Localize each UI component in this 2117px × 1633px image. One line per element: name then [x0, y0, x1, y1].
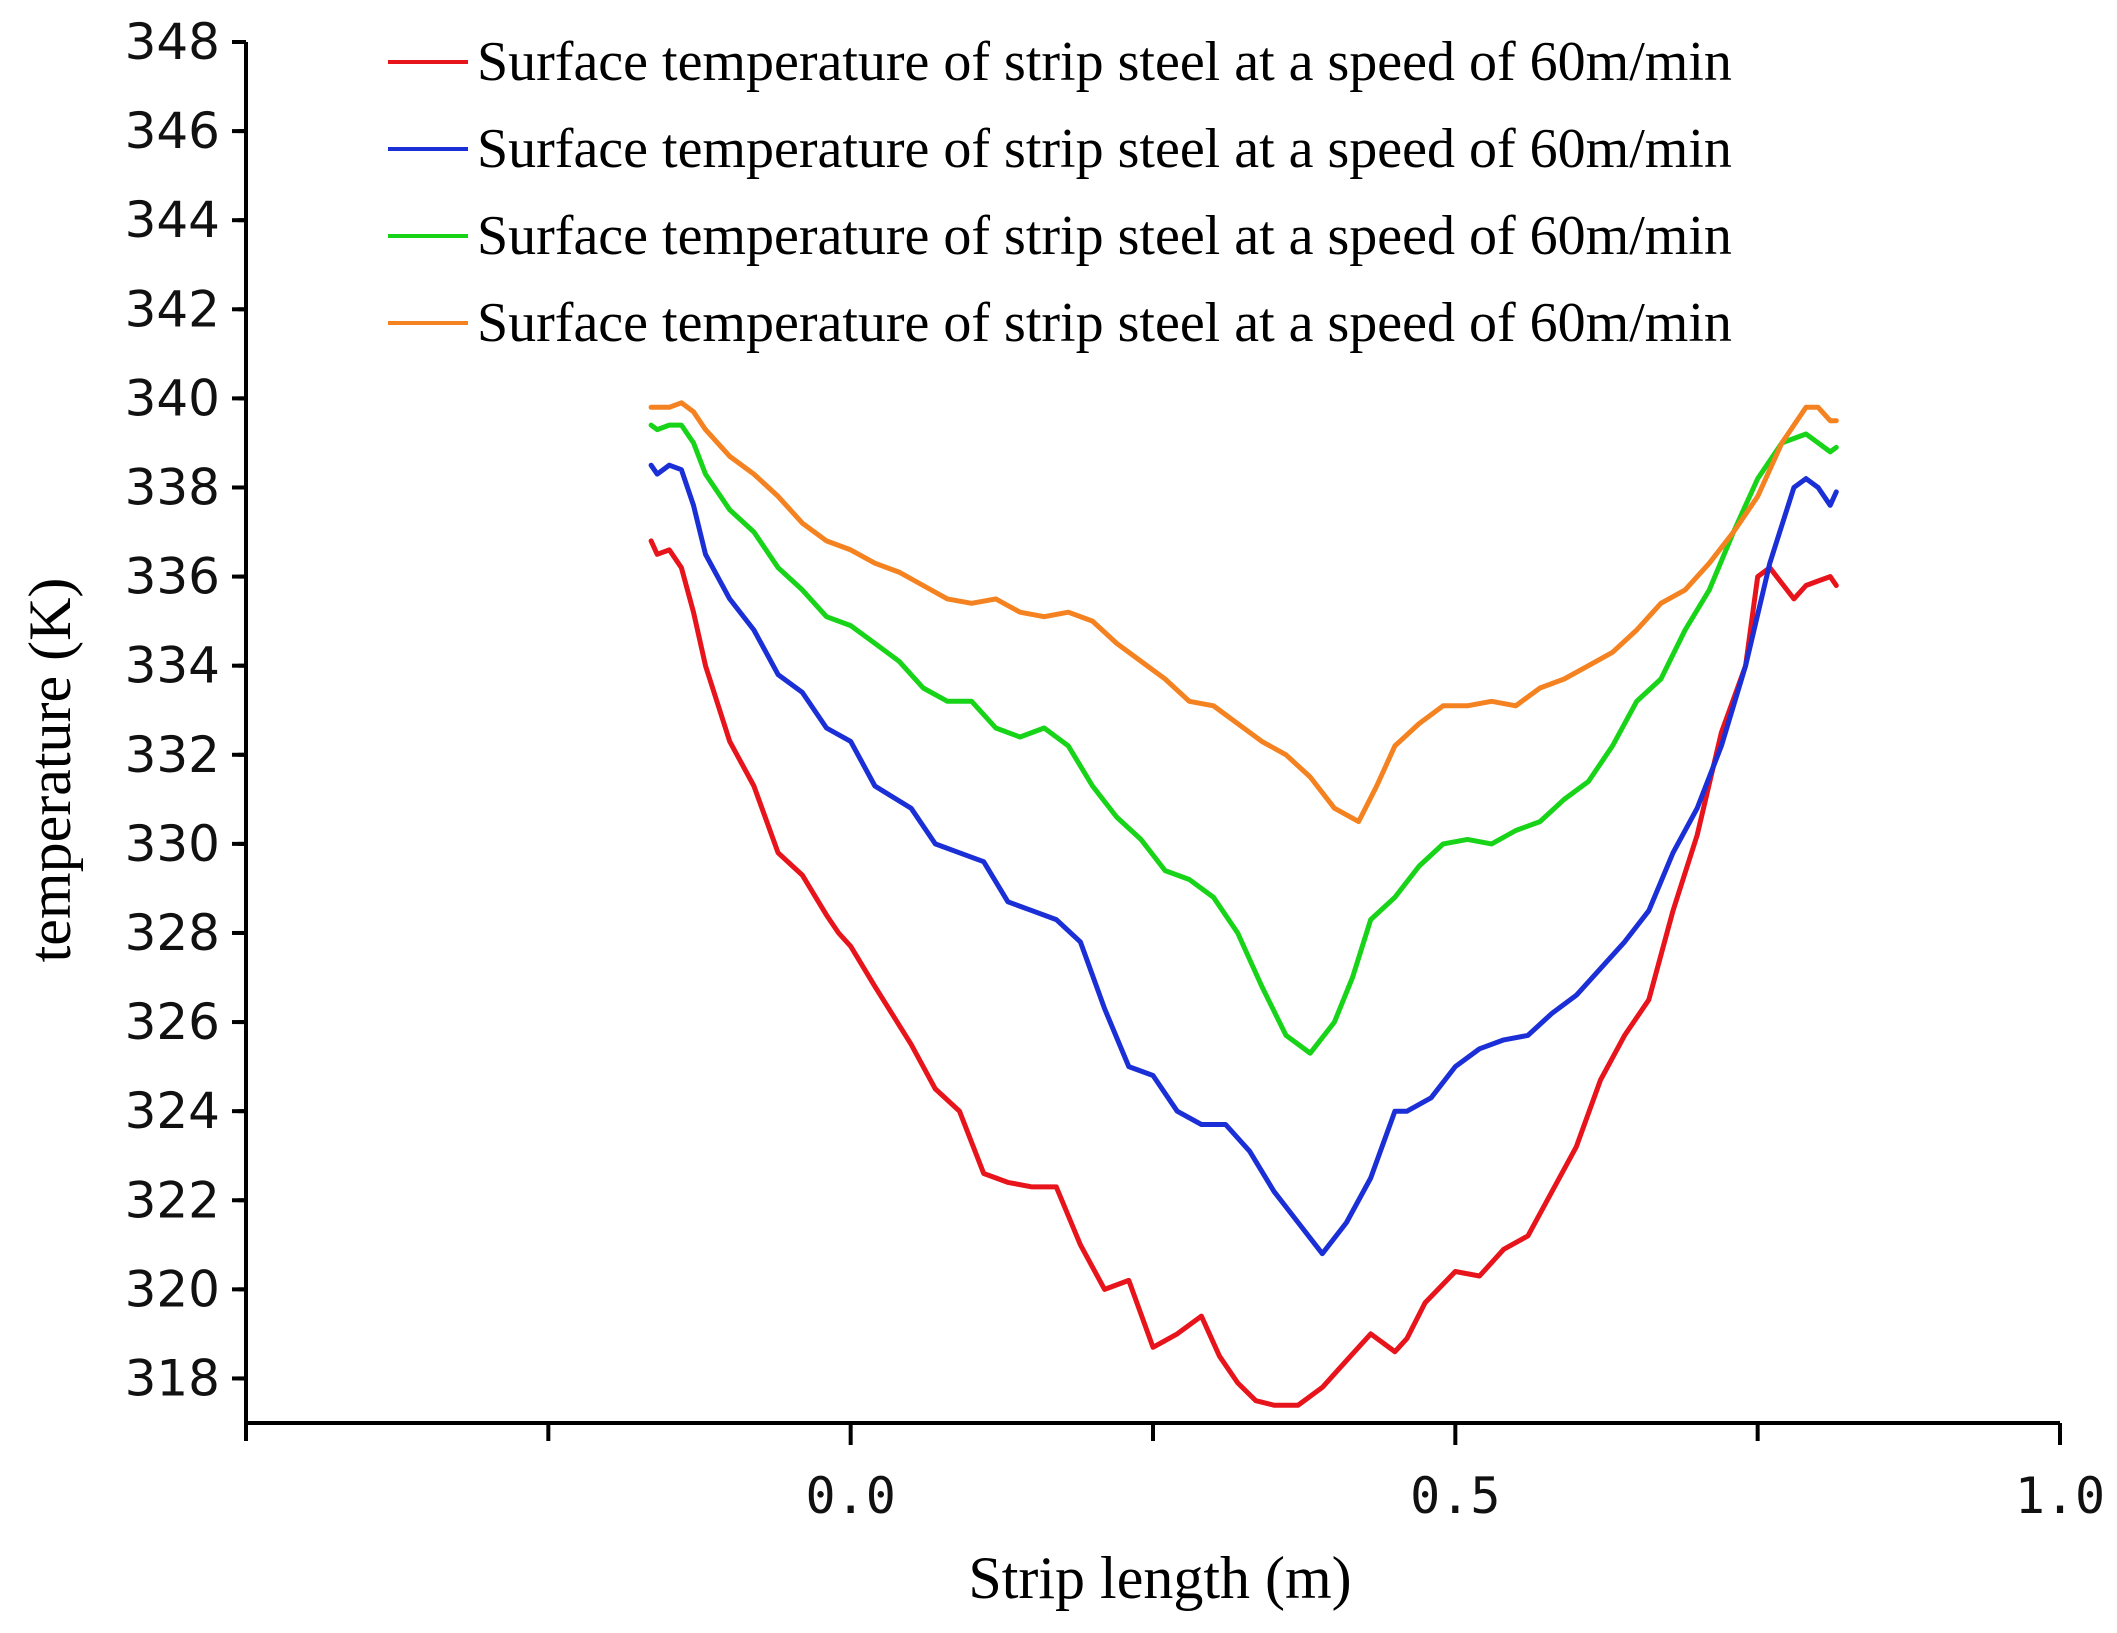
x-axis-title: Strip length (m) — [968, 1545, 1351, 1611]
y-tick-label: 334 — [125, 637, 220, 695]
legend: Surface temperature of strip steel at a … — [388, 31, 1732, 354]
x-tick-label: 0.0 — [806, 1467, 896, 1525]
series-line-3 — [648, 422, 1839, 1056]
x-tick-label: 0.5 — [1410, 1467, 1500, 1525]
y-tick-label: 344 — [125, 191, 220, 249]
y-tick-label: 340 — [125, 369, 220, 427]
y-axis-title: temperature (K) — [17, 578, 83, 963]
series-line-2 — [648, 462, 1839, 1257]
legend-label: Surface temperature of strip steel at a … — [477, 118, 1732, 180]
y-axis: 318 320 322 324 326 328 330 332 334 336 338 340 342 3… — [125, 13, 248, 1423]
legend-label: Surface temperature of strip steel at a … — [477, 292, 1732, 354]
y-tick-label: 322 — [125, 1171, 220, 1229]
y-tick-label: 318 — [125, 1349, 220, 1407]
x-tick-label: 1.0 — [2015, 1467, 2105, 1525]
series-line-4 — [648, 400, 1839, 825]
legend-item: Surface temperature of strip steel at a … — [388, 31, 1732, 93]
series-line-1 — [648, 538, 1839, 1408]
y-tick-label: 328 — [125, 904, 220, 962]
y-tick-label: 338 — [125, 458, 220, 516]
y-tick-label: 320 — [125, 1260, 220, 1318]
y-tick-label: 342 — [125, 280, 220, 338]
y-tick-label: 348 — [125, 13, 220, 71]
legend-item: Surface temperature of strip steel at a … — [388, 205, 1732, 267]
y-tick-label: 336 — [125, 548, 220, 606]
y-tick-label: 326 — [125, 993, 220, 1051]
y-tick-label: 330 — [125, 815, 220, 873]
plot-area: 318 320 322 324 326 328 330 332 334 336 338 340 342 3… — [125, 13, 2106, 1525]
legend-label: Surface temperature of strip steel at a … — [477, 205, 1732, 267]
legend-item: Surface temperature of strip steel at a … — [388, 292, 1732, 354]
legend-label: Surface temperature of strip steel at a … — [477, 31, 1732, 93]
y-tick-label: 324 — [125, 1082, 220, 1140]
y-tick-label: 346 — [125, 102, 220, 160]
y-tick-label: 332 — [125, 726, 220, 784]
legend-item: Surface temperature of strip steel at a … — [388, 118, 1732, 180]
x-axis: 0.0 0.5 1.0 — [244, 1421, 2105, 1525]
series-layer — [648, 400, 1839, 1408]
